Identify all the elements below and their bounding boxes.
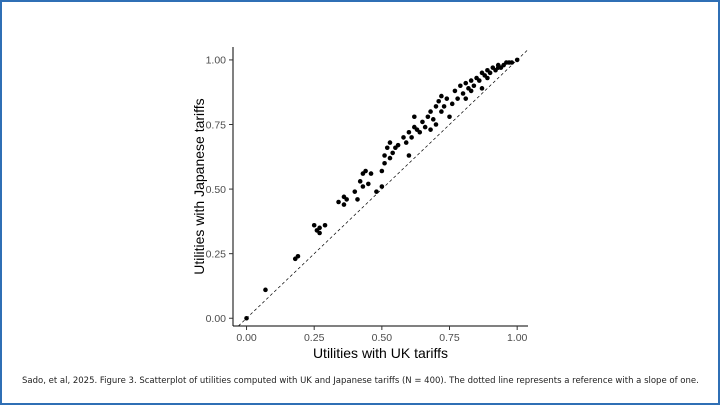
data-point (366, 181, 371, 187)
data-point (428, 127, 433, 132)
data-point (387, 140, 393, 145)
data-point (487, 70, 493, 76)
data-point (403, 140, 409, 145)
data-point (458, 83, 463, 89)
data-point (479, 86, 485, 91)
data-point (355, 197, 360, 202)
data-point (422, 124, 428, 130)
x-tick-label: 0.00 (236, 332, 257, 344)
data-point (468, 78, 474, 83)
data-point (463, 96, 469, 101)
data-point (311, 222, 317, 228)
axes-layer: 0.00 0.25 0.50 0.75 1.00 0.00 0.25 0.50 0.75 1.00 (206, 47, 528, 344)
data-point (379, 168, 385, 174)
data-point (406, 153, 412, 158)
data-point (317, 225, 322, 231)
data-point (368, 171, 374, 176)
data-point (317, 230, 322, 236)
data-point (468, 88, 474, 94)
data-point (447, 114, 452, 120)
data-point (363, 168, 368, 174)
data-point (439, 93, 444, 99)
x-tick-label: 1.00 (507, 332, 528, 344)
data-point (384, 145, 390, 151)
data-point (509, 60, 515, 65)
data-point (357, 179, 363, 184)
data-point (471, 83, 477, 89)
data-point (341, 202, 347, 207)
data-point (412, 114, 417, 120)
x-axis-title: Utilities with UK tariffs (313, 345, 448, 361)
x-tick-label: 0.50 (372, 332, 393, 344)
data-point (382, 153, 387, 158)
data-point (295, 253, 301, 259)
x-tick-label: 0.75 (439, 332, 460, 344)
data-point (433, 104, 439, 109)
data-point (433, 122, 439, 127)
data-point (406, 129, 412, 135)
data-point (455, 96, 460, 101)
data-point (395, 142, 401, 148)
data-point (452, 88, 458, 94)
x-tick-label: 0.25 (304, 332, 325, 344)
data-point (485, 75, 490, 81)
data-point (417, 129, 423, 135)
data-point (244, 315, 249, 321)
data-point (444, 96, 450, 101)
data-point (344, 197, 349, 202)
data-point (352, 189, 358, 194)
data-point (374, 189, 379, 194)
points-layer (244, 57, 520, 321)
y-axis-title: Utilities with Japanese tariffs (191, 98, 207, 274)
data-point (379, 184, 385, 189)
data-point (263, 287, 268, 293)
data-point (463, 80, 469, 86)
data-point (360, 184, 366, 189)
data-point (390, 150, 395, 156)
data-point (441, 104, 447, 109)
data-point (322, 222, 328, 228)
data-point (336, 199, 341, 205)
data-point (439, 109, 444, 114)
data-point (382, 160, 387, 166)
data-point (436, 98, 441, 104)
data-point (430, 117, 436, 122)
data-point (425, 114, 431, 120)
data-point (409, 135, 414, 140)
y-tick-label: 0.50 (206, 184, 227, 196)
y-tick-label: 0.00 (206, 313, 227, 325)
data-point (420, 119, 425, 125)
data-point (460, 91, 466, 96)
data-point (428, 109, 433, 114)
figure-caption: Sado, et al, 2025. Figure 3. Scatterplot… (22, 376, 699, 386)
data-point (514, 57, 520, 63)
y-tick-label: 0.25 (206, 248, 227, 260)
data-point (401, 135, 406, 140)
data-point (449, 101, 455, 107)
y-tick-label: 1.00 (206, 55, 227, 67)
y-tick-label: 0.75 (206, 119, 227, 131)
data-point (476, 78, 482, 83)
data-point (387, 155, 393, 161)
